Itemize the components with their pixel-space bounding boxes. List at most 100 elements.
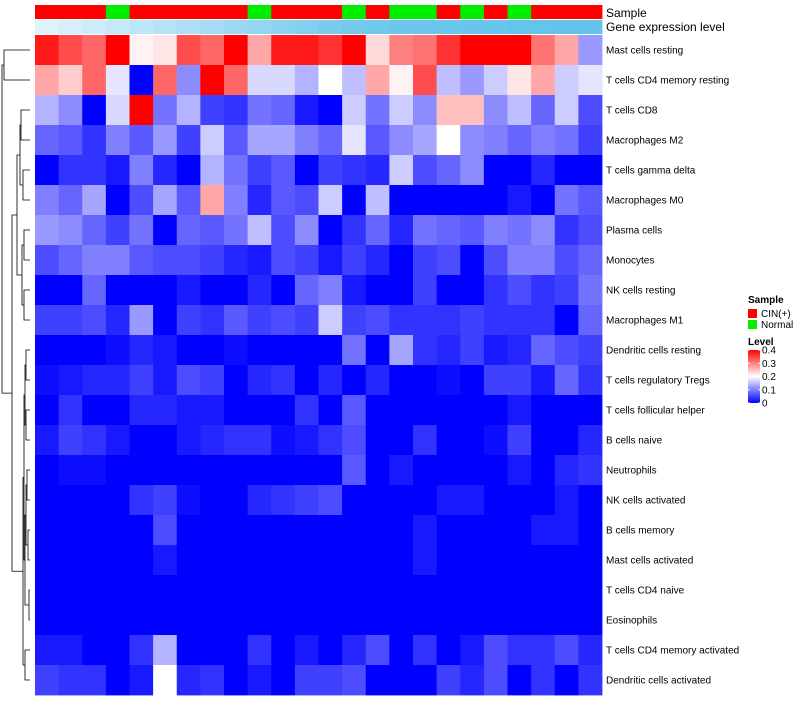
heatmap-cell: [224, 245, 249, 276]
heatmap-cell: [153, 335, 178, 366]
heatmap-cell: [578, 95, 603, 126]
heatmap-cell: [200, 545, 225, 576]
heatmap-cell: [436, 125, 461, 156]
heatmap-cell: [105, 455, 130, 486]
heatmap-cell: [176, 425, 201, 456]
heatmap-cell: [247, 545, 272, 576]
heatmap-cell: [578, 485, 603, 516]
heatmap-cell: [58, 455, 83, 486]
heatmap-cell: [35, 575, 60, 606]
heatmap-cell: [483, 455, 508, 486]
heatmap-cell: [460, 545, 485, 576]
dendrogram-branch: [11, 214, 23, 572]
heatmap-cell: [82, 425, 107, 456]
heatmap-cell: [342, 665, 367, 696]
row-dendrogram: [1, 49, 30, 681]
heatmap-cell: [507, 305, 532, 336]
heatmap-cell: [507, 485, 532, 516]
heatmap-cell: [460, 515, 485, 546]
heatmap-cell: [271, 575, 296, 606]
sample-cell: [294, 5, 319, 19]
heatmap-cell: [460, 575, 485, 606]
heatmap-cell: [82, 575, 107, 606]
heatmap-cell: [82, 35, 107, 66]
heatmap-cell: [82, 665, 107, 696]
heatmap-cell: [365, 515, 390, 546]
expression-annotation-track: [35, 20, 603, 34]
heatmap-cell: [507, 215, 532, 246]
heatmap-cell: [200, 125, 225, 156]
heatmap-cell: [483, 575, 508, 606]
heatmap-cell: [413, 455, 438, 486]
heatmap-cell: [578, 545, 603, 576]
heatmap-cell: [294, 605, 319, 636]
heatmap-cell: [247, 305, 272, 336]
row-label: Neutrophils: [606, 466, 657, 477]
heatmap-cell: [578, 35, 603, 66]
sample-cell: [224, 5, 249, 19]
heatmap-cell: [129, 545, 154, 576]
heatmap-cell: [105, 425, 130, 456]
heatmap-cell: [247, 185, 272, 216]
heatmap-cell: [247, 575, 272, 606]
heatmap-cell: [153, 545, 178, 576]
heatmap-cell: [413, 485, 438, 516]
heatmap-cell: [58, 95, 83, 126]
heatmap-cell: [483, 305, 508, 336]
sample-cell: [460, 5, 485, 19]
heatmap-cell: [200, 95, 225, 126]
heatmap-cell: [35, 395, 60, 426]
sample-cell: [578, 5, 603, 19]
heatmap-cell: [129, 665, 154, 696]
row-label: NK cells resting: [606, 286, 675, 297]
heatmap-cell: [294, 455, 319, 486]
heatmap-cell: [294, 245, 319, 276]
heatmap-cell: [389, 545, 414, 576]
heatmap-cell: [365, 215, 390, 246]
expression-cell: [82, 20, 107, 34]
heatmap-cell: [342, 425, 367, 456]
heatmap-cell: [247, 365, 272, 396]
heatmap-cell: [224, 95, 249, 126]
heatmap-cell: [342, 95, 367, 126]
heatmap-cell: [460, 305, 485, 336]
heatmap-cell: [436, 95, 461, 126]
heatmap-cell: [365, 605, 390, 636]
legend-tick-label: 0: [762, 399, 768, 410]
heatmap-cell: [153, 215, 178, 246]
heatmap-cell: [176, 95, 201, 126]
heatmap-cell: [554, 125, 579, 156]
heatmap-cell: [413, 575, 438, 606]
heatmap-cell: [247, 35, 272, 66]
legend-tick-label: 0.3: [762, 359, 776, 370]
expression-track-label: Gene expression level: [606, 20, 725, 34]
heatmap-cell: [82, 245, 107, 276]
heatmap-cell: [578, 335, 603, 366]
heatmap-cell: [531, 425, 556, 456]
heatmap-cell: [247, 65, 272, 96]
heatmap-cell: [578, 665, 603, 696]
heatmap-cell: [35, 485, 60, 516]
legend-level-ticks: 0.4 0.3 0.2 0.1 0: [748, 346, 776, 410]
sample-cell: [554, 5, 579, 19]
heatmap-cell: [129, 215, 154, 246]
expression-cell: [389, 20, 414, 34]
heatmap-cell: [271, 95, 296, 126]
heatmap-cell: [531, 95, 556, 126]
heatmap-cell: [224, 635, 249, 666]
legend-tick-label: 0.1: [762, 385, 776, 396]
heatmap-cell: [200, 335, 225, 366]
sample-cell: [318, 5, 343, 19]
heatmap-cell: [271, 155, 296, 186]
heatmap-cell: [294, 215, 319, 246]
sample-cell: [105, 5, 130, 19]
row-labels: Mast cells resting T cells CD4 memory res…: [606, 46, 739, 687]
heatmap-cell: [483, 395, 508, 426]
dendrogram-branch: [25, 409, 30, 441]
heatmap-cell: [35, 95, 60, 126]
heatmap-cell: [129, 185, 154, 216]
heatmap-cell: [483, 665, 508, 696]
heatmap-cell: [342, 485, 367, 516]
heatmap-cell: [460, 215, 485, 246]
heatmap-cell: [176, 185, 201, 216]
